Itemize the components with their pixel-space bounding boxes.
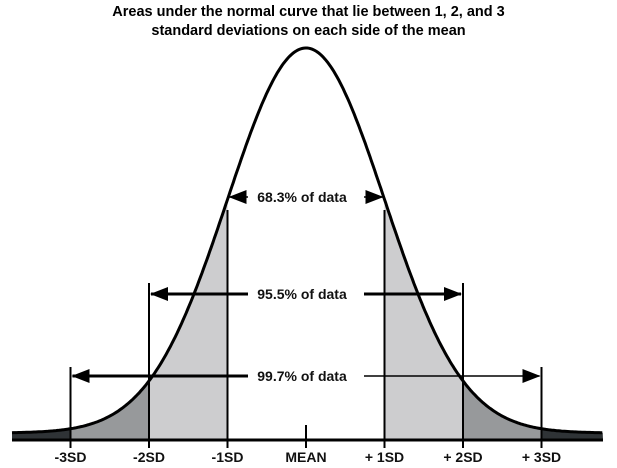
axis-label--1SD: -1SD — [212, 449, 244, 465]
diagram-title: Areas under the normal curve that lie be… — [0, 3, 617, 41]
axis-label-+ 2SD: + 2SD — [443, 449, 482, 465]
range-label-3sd: 99.7% of data — [257, 368, 347, 384]
axis-label--2SD: -2SD — [133, 449, 165, 465]
arrowhead-right-3 — [522, 369, 541, 383]
range-label-2sd: 95.5% of data — [257, 286, 347, 302]
title-line-2: standard deviations on each side of the … — [151, 23, 466, 39]
arrowhead-left-1 — [228, 190, 247, 204]
band-left-2-3sd — [70, 380, 149, 440]
range-label-1sd: 68.3% of data — [257, 189, 347, 205]
title-line-1: Areas under the normal curve that lie be… — [112, 4, 505, 20]
arrowhead-left-3 — [71, 369, 90, 383]
axis-label-MEAN: MEAN — [285, 449, 326, 465]
arrowhead-right-2 — [444, 287, 462, 301]
arrowhead-left-2 — [150, 287, 168, 301]
axis-label--3SD: -3SD — [55, 449, 87, 465]
axis-label-+ 3SD: + 3SD — [522, 449, 561, 465]
band-right-2-3sd — [463, 380, 542, 440]
normal-curve — [11, 46, 603, 435]
arrowhead-right-1 — [365, 190, 384, 204]
axis-label-+ 1SD: + 1SD — [365, 449, 404, 465]
